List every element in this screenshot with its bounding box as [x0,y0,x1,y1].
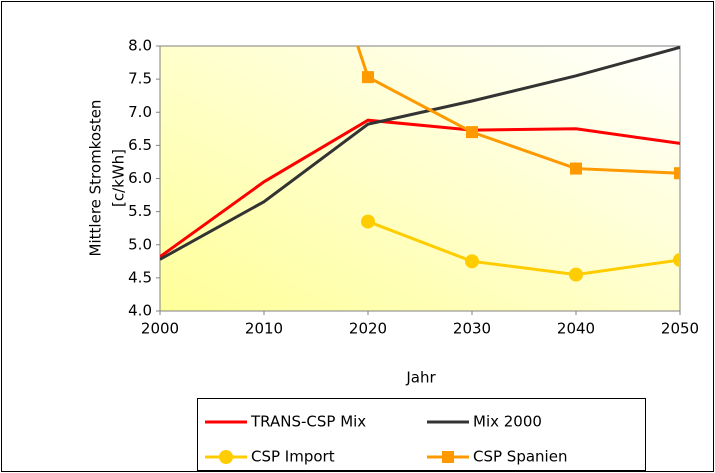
legend-label: TRANS-CSP Mix [250,413,366,431]
series-line [367,220,680,277]
point [673,252,680,267]
legend-label: Mix 2000 [473,413,542,431]
point [466,126,478,139]
legend [197,398,646,471]
y-tick-label: 5.0 [128,235,152,253]
y-tick-label: 6.0 [128,169,152,187]
x-tick-label: 2010 [245,320,283,338]
y-tick-label: 7.0 [128,103,152,121]
y-axis-title: Mittlere Stromkosten [87,100,105,257]
y-tick-label: 5.5 [128,202,152,220]
y-axis-title: [c/kWh] [110,149,128,207]
y-tick-label: 4.5 [128,268,152,286]
point [674,167,680,180]
plot [160,46,680,282]
legend-label: CSP Import [251,448,335,466]
y-tick-label: 4.0 [128,302,152,320]
point [362,71,374,84]
legend-marker [219,450,233,464]
series-line [160,46,680,261]
x-tick-label: 2050 [661,320,699,338]
plot-area [159,45,681,312]
x-tick-label: 2040 [557,320,595,338]
legend-marker [442,451,454,463]
point [569,267,583,282]
x-tick-label: 2030 [453,320,491,338]
point [361,214,375,229]
x-tick-label: 2000 [141,320,179,338]
series-line [160,118,680,258]
x-axis-title: Jahr [405,369,436,387]
y-tick-label: 8.0 [128,37,152,55]
point [465,254,479,269]
point [570,162,582,175]
y-tick-label: 7.5 [128,70,152,88]
y-tick-label: 6.5 [128,136,152,154]
x-tick-label: 2020 [349,320,387,338]
legend-label: CSP Spanien [473,448,567,466]
